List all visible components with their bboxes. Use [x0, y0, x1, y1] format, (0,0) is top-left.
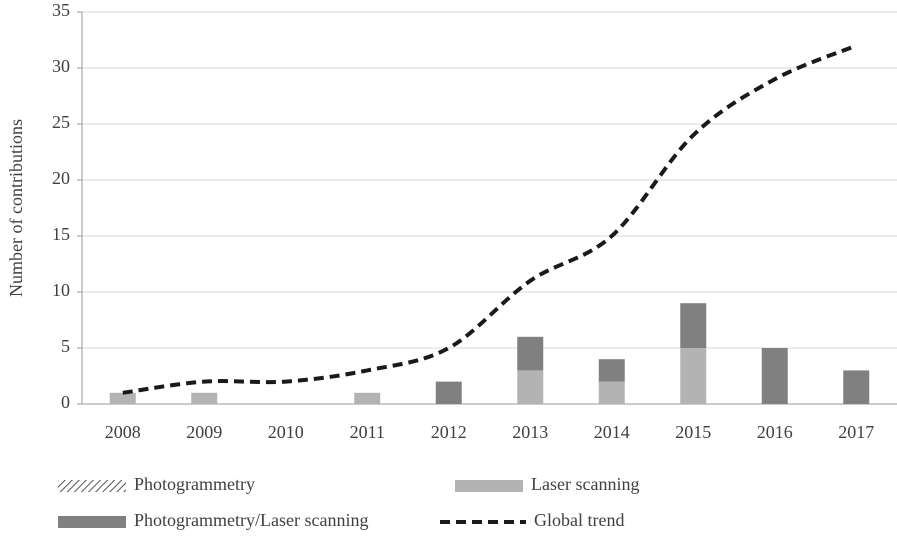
bar-segment [680, 303, 707, 348]
x-tick-label: 2016 [757, 422, 793, 442]
y-axis-label: Number of contributions [6, 119, 26, 297]
x-tick-label: 2008 [105, 422, 141, 442]
y-tick-label: 20 [52, 168, 70, 188]
y-tick-label: 0 [61, 392, 70, 412]
legend-swatch [58, 516, 126, 528]
bar-segment [598, 381, 625, 404]
x-tick-label: 2009 [186, 422, 222, 442]
x-tick-label: 2010 [268, 422, 304, 442]
y-tick-label: 25 [52, 112, 70, 132]
bar-segment [191, 392, 218, 404]
y-tick-label: 30 [52, 56, 70, 76]
bar-segment [517, 336, 544, 371]
bar-segment [354, 392, 381, 404]
y-tick-label: 10 [52, 280, 70, 300]
bar-segment [598, 359, 625, 382]
bar-segment [109, 392, 136, 404]
y-tick-label: 15 [52, 224, 70, 244]
legend-swatch [455, 480, 523, 492]
legend-label: Photogrammetry [134, 474, 255, 494]
legend-label: Laser scanning [531, 474, 639, 494]
y-tick-label: 5 [61, 336, 70, 356]
bar-segment [843, 370, 870, 404]
bar-segment [680, 348, 707, 404]
legend-label: Photogrammetry/Laser scanning [134, 510, 368, 530]
x-tick-label: 2012 [431, 422, 467, 442]
trend-line [122, 43, 858, 395]
x-tick-label: 2011 [350, 422, 385, 442]
y-tick-label: 35 [52, 0, 70, 20]
legend-label: Global trend [534, 510, 624, 530]
bar-segment [435, 381, 462, 404]
x-tick-label: 2014 [594, 422, 630, 442]
x-tick-label: 2017 [838, 422, 874, 442]
x-tick-label: 2013 [512, 422, 548, 442]
legend-swatch [58, 480, 126, 492]
bar-segment [761, 348, 788, 404]
bar-segment [517, 370, 544, 404]
x-tick-label: 2015 [675, 422, 711, 442]
